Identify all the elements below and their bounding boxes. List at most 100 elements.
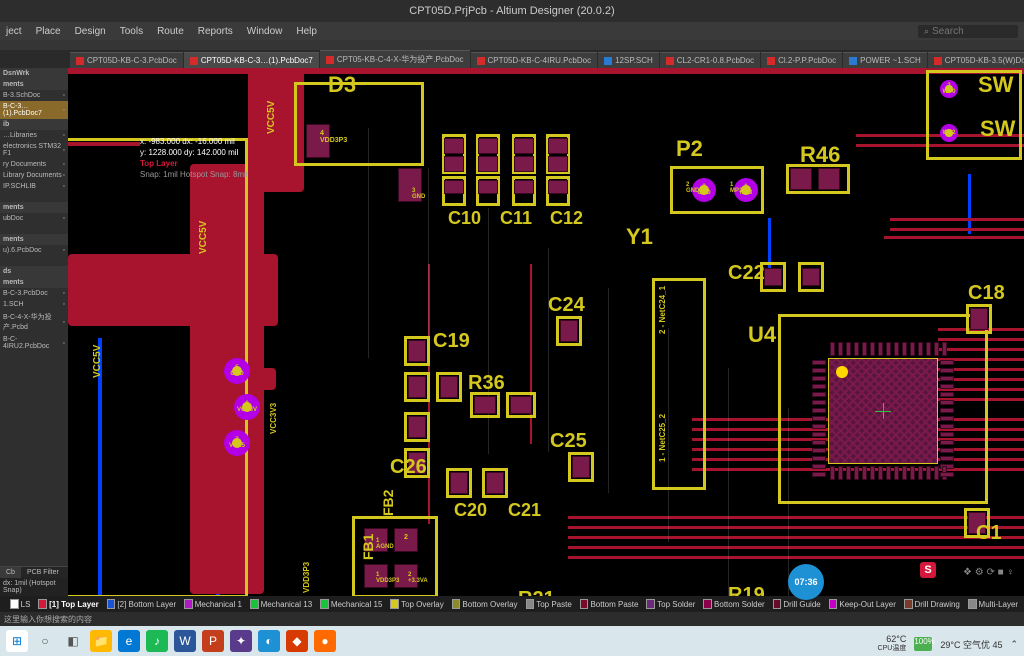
designator: C21 [508,500,541,521]
tree-item[interactable]: ib [0,119,68,130]
menu-tools[interactable]: Tools [120,26,143,37]
layer-tab[interactable]: Mechanical 1 [195,600,242,609]
menu-place[interactable]: Place [36,26,61,37]
tree-item[interactable]: B-3.SchDoc▫ [0,90,68,101]
designator: C20 [454,500,487,521]
tree-item[interactable]: …Libraries▫ [0,130,68,141]
doc-tab[interactable]: CPT05D-KB-C-3.PcbDoc [70,52,183,68]
clock-widget[interactable]: 07:36 [788,564,824,600]
menu-ject[interactable]: ject [6,26,22,37]
layer-tab[interactable]: Mechanical 15 [331,600,383,609]
tree-item[interactable]: ments [0,202,68,213]
layer-tab[interactable]: Keep-Out Layer [839,600,895,609]
designator: C18 [968,282,1005,305]
layer-swatch[interactable] [107,599,116,609]
tree-item[interactable]: electronics STM32 F1▫ [0,141,68,159]
layer-swatch[interactable] [580,599,589,609]
taskbar-icon[interactable]: ○ [34,630,56,652]
menu-window[interactable]: Window [247,26,283,37]
doc-tab[interactable]: CPT05D-KB-3.5(W)Doc [928,52,1024,68]
menu-help[interactable]: Help [296,26,317,37]
tree-item[interactable]: Library Documents▫ [0,170,68,181]
layer-swatch[interactable] [184,599,193,609]
layer-swatch[interactable] [526,599,535,609]
tree-item[interactable]: u).6.PcbDoc▫ [0,245,68,256]
ime-badge[interactable]: S [920,562,936,578]
layer-tabs[interactable]: LS [1] Top Layer [2] Bottom Layer Mechanica… [0,596,1024,612]
doc-tab[interactable]: CL2-CR1-0.8.PcbDoc [660,52,760,68]
coordinate-readout: x: -983.000 dx: -16.000 mil y: 1228.000 … [140,136,248,180]
tree-item[interactable]: 1.SCH▫ [0,299,68,310]
doc-tab[interactable]: POWER ~1.SCH [843,52,927,68]
taskbar-icon[interactable]: P [202,630,224,652]
menu-design[interactable]: Design [75,26,106,37]
layer-tab[interactable]: Top Paste [536,600,572,609]
taskbar-icon[interactable]: W [174,630,196,652]
layer-tab[interactable]: Bottom Paste [590,600,638,609]
tray-chevron-icon[interactable]: ⌃ [1010,639,1018,650]
menu-reports[interactable]: Reports [198,26,233,37]
layer-tab[interactable]: Top Solder [657,600,695,609]
taskbar-icon[interactable]: ● [314,630,336,652]
doc-tab[interactable]: Cl.2-P.P.PcbDoc [761,52,842,68]
tree-item[interactable]: B-C-3…(1).PcbDoc7▫ [0,101,68,119]
weather-text: 29°C 空气优 45 [940,638,1002,651]
taskbar-icon[interactable]: ◆ [286,630,308,652]
layer-tab[interactable]: [1] Top Layer [49,600,99,609]
layer-swatch[interactable] [773,599,782,609]
layer-tab[interactable]: Bottom Overlay [462,600,517,609]
taskbar-icon[interactable]: ♪ [146,630,168,652]
layer-swatch[interactable] [390,599,399,609]
tree-item[interactable]: ments [0,234,68,245]
tree-item[interactable]: IP.SCHLIB▫ [0,181,68,192]
tree-item[interactable]: B-C-4IRU2.PcbDoc▫ [0,334,68,352]
layer-swatch[interactable] [10,599,19,609]
doc-tab[interactable]: 12SP.SCH [598,52,659,68]
layer-swatch[interactable] [38,599,47,609]
panel-tab-pcbfilter[interactable]: PCB Filter [21,567,65,578]
tree-item [0,256,68,266]
layer-swatch[interactable] [904,599,913,609]
doc-tab[interactable]: CPT05D-KB-C-3…(1).PcbDoc7 [184,52,319,68]
tree-item[interactable]: B-C-3.PcbDoc▫ [0,288,68,299]
layer-tab[interactable]: Mechanical 13 [261,600,313,609]
taskbar-icon[interactable]: ✦ [230,630,252,652]
tree-item[interactable]: B-C-4-X-华为投产.Pcbd▫ [0,310,68,334]
taskbar-icon[interactable]: ⊞ [6,630,28,652]
system-tray[interactable]: 62°C CPU温度 100% 29°C 空气优 45 ⌃ [878,634,1018,654]
taskbar-icon[interactable]: 📁 [90,630,112,652]
layer-swatch[interactable] [452,599,461,609]
taskbar-icon[interactable]: e [118,630,140,652]
tree-item[interactable]: ubDoc▫ [0,213,68,224]
panel-tab-cb[interactable]: Cb [0,567,21,578]
layer-tab[interactable]: Drill Guide [783,600,820,609]
layer-tab[interactable]: Multi-Layer [979,600,1019,609]
designator: C22 [728,262,765,285]
panel-title: DsnWrk [0,68,68,79]
layer-swatch[interactable] [646,599,655,609]
layer-tab[interactable]: Bottom Solder [714,600,765,609]
layer-swatch[interactable] [703,599,712,609]
tray-icons[interactable]: ❖ ⚙ ⟳ ■ ♀ [963,567,1014,578]
layer-tab[interactable]: [2] Bottom Layer [117,600,176,609]
layer-tab[interactable]: LS [21,600,31,609]
doc-tab[interactable]: CPT05D-KB-C-4IRU.PcbDoc [471,52,598,68]
taskbar-icon[interactable]: ◐ [258,630,280,652]
layer-tab[interactable]: Drill Drawing [915,600,960,609]
layer-tab[interactable]: Top Overlay [401,600,444,609]
tree-item [0,224,68,234]
layer-swatch[interactable] [320,599,329,609]
pcb-canvas[interactable]: x: -983.000 dx: -16.000 mil y: 1228.000 … [68,68,1024,596]
search-input[interactable] [932,26,1012,37]
tree-item[interactable]: ds [0,266,68,277]
layer-swatch[interactable] [968,599,977,609]
taskbar-icon[interactable]: ◧ [62,630,84,652]
tree-item[interactable]: ments [0,79,68,90]
layer-swatch[interactable] [250,599,259,609]
doc-tab[interactable]: CPT05-KB-C-4-X-华为投产.PcbDoc [320,50,470,68]
tree-item[interactable]: ry Documents▫ [0,159,68,170]
layer-swatch[interactable] [829,599,838,609]
tree-item[interactable]: ments [0,277,68,288]
search-box[interactable]: ⌕ [918,25,1018,38]
menu-route[interactable]: Route [157,26,184,37]
